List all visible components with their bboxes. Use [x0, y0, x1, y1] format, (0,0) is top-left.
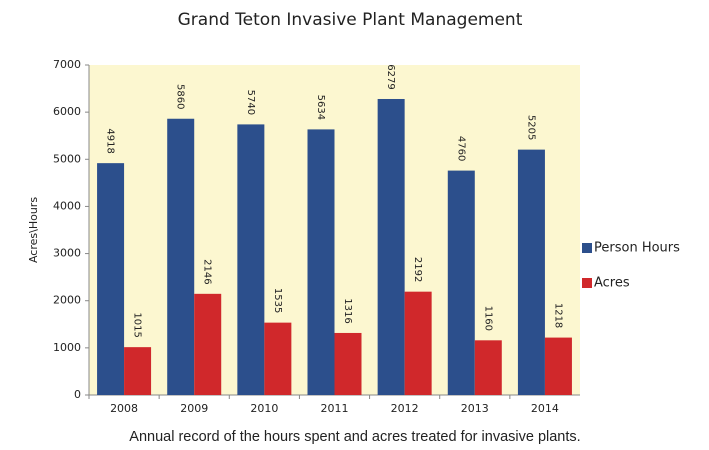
y-tick-label: 6000	[53, 105, 81, 118]
legend-swatch	[582, 243, 592, 253]
bar	[377, 98, 405, 396]
bar	[517, 149, 545, 395]
value-label: 6279	[385, 64, 396, 89]
y-tick-label: 3000	[53, 247, 81, 260]
x-tick-label: 2008	[110, 402, 138, 415]
bar	[167, 118, 195, 395]
legend-swatch	[582, 278, 592, 288]
y-axis-label: Acres\Hours	[27, 197, 40, 263]
legend-label: Person Hours	[594, 241, 680, 256]
y-tick-label: 1000	[53, 341, 81, 354]
bar	[237, 124, 265, 396]
y-tick-label: 7000	[53, 58, 81, 71]
y-tick-label: 0	[74, 388, 81, 401]
value-label: 1015	[132, 312, 143, 337]
bar	[404, 291, 432, 395]
bar	[194, 293, 222, 395]
value-label: 5740	[245, 90, 256, 115]
value-label: 1218	[552, 303, 563, 328]
bar	[307, 129, 335, 395]
bar	[474, 340, 502, 395]
x-tick-label: 2012	[391, 402, 419, 415]
value-label: 5205	[525, 115, 536, 140]
chart-title: Grand Teton Invasive Plant Management	[178, 10, 523, 30]
bar	[544, 337, 572, 395]
bar	[124, 347, 152, 395]
y-tick-label: 5000	[53, 152, 81, 165]
x-tick-label: 2013	[461, 402, 489, 415]
caption: Annual record of the hours spent and acr…	[129, 429, 580, 445]
value-label: 2192	[412, 257, 423, 282]
x-tick-label: 2011	[321, 402, 349, 415]
bar	[334, 332, 362, 395]
bar	[264, 322, 292, 395]
bar	[447, 170, 475, 395]
legend-label: Acres	[594, 276, 630, 291]
y-tick-label: 2000	[53, 294, 81, 307]
x-tick-label: 2014	[531, 402, 559, 415]
value-label: 1160	[482, 306, 493, 331]
x-tick-label: 2009	[180, 402, 208, 415]
y-tick-label: 4000	[53, 199, 81, 212]
value-label: 2146	[202, 259, 213, 284]
value-label: 5860	[175, 84, 186, 109]
value-label: 4760	[455, 136, 466, 161]
value-label: 5634	[315, 95, 326, 120]
value-label: 1316	[342, 298, 353, 323]
x-tick-label: 2010	[250, 402, 278, 415]
bar	[97, 163, 125, 395]
value-label: 1535	[272, 288, 283, 313]
value-label: 4918	[105, 128, 116, 153]
